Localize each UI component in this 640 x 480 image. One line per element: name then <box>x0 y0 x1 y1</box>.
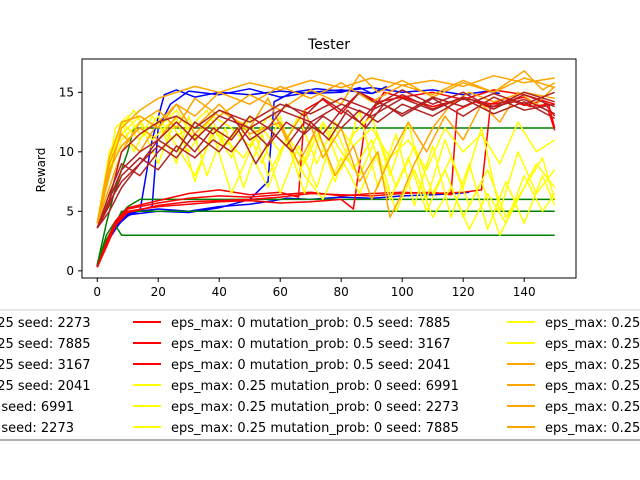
legend-label: eps_max: 0.25 mutation_prob: 0.25 seed: … <box>0 358 91 373</box>
series-line-17 <box>96 115 556 230</box>
y-axis: 0 5 10 15 <box>59 85 82 278</box>
x-tick-label: 80 <box>334 285 349 299</box>
y-tick-label: 0 <box>66 264 74 278</box>
series-line-16 <box>96 109 556 224</box>
series-line-4 <box>96 86 500 267</box>
series-line-18 <box>96 109 556 224</box>
legend-label: eps_max: 0 mutation_prob: 0.5 seed: 3167 <box>171 337 451 352</box>
legend-label: eps_max: 0.25 mutation_prob: 0 seed: 316… <box>545 316 640 331</box>
y-tick-label: 5 <box>66 204 74 218</box>
y-tick-label: 15 <box>59 85 74 99</box>
legend-label: eps_max: 0.25 mutation_prob: 0.5 seed: 3… <box>545 421 640 436</box>
y-axis-label: Reward <box>34 148 48 193</box>
legend-label: eps_max: 0.25 mutation_prob: 0.5 seed: 6… <box>545 358 640 373</box>
legend-label: eps_max: 0 mutation_prob: 0.5 seed: 2041 <box>171 358 451 373</box>
legend-box <box>0 309 640 441</box>
legend-label: eps_max: 0 mutation_prob: 0.5 seed: 7885 <box>171 316 451 331</box>
legend-label: eps_max: 0.25 mutation_prob: 0.25 seed: … <box>0 316 91 331</box>
series-line-27 <box>96 97 556 229</box>
legend-label: eps_max: 0.25 mutation_prob: 0.25 seed: … <box>0 337 91 352</box>
legend-label: eps_max: 0.25 mutation_prob: 0.25 seed: … <box>0 379 91 394</box>
series-layer <box>96 70 556 268</box>
plot-frame <box>81 58 577 279</box>
x-tick-label: 60 <box>273 285 288 299</box>
legend-label: eps_max: 0.5 mutation_prob: 0.5 seed: 22… <box>0 421 74 436</box>
series-line-19 <box>96 74 555 224</box>
series-line-28 <box>96 91 555 229</box>
legend-label: eps_max: 0.25 mutation_prob: 0 seed: 204… <box>545 337 640 352</box>
x-tick-label: 40 <box>212 285 227 299</box>
legend-label: eps_max: 0.25 mutation_prob: 0 seed: 227… <box>171 400 459 415</box>
legend-label: eps_max: 0.25 mutation_prob: 0.5 seed: 7… <box>545 400 640 415</box>
x-tick-label: 100 <box>391 285 414 299</box>
legend-label: eps_max: 0.5 mutation_prob: 0.5 seed: 69… <box>0 400 74 415</box>
legend: eps_max: 0.25 mutation_prob: 0.25 seed: … <box>0 309 640 441</box>
legend-label: eps_max: 0.25 mutation_prob: 0.5 seed: 2… <box>545 379 640 394</box>
y-tick-label: 10 <box>59 145 74 159</box>
x-tick-label: 0 <box>93 285 101 299</box>
legend-label: eps_max: 0.25 mutation_prob: 0 seed: 788… <box>171 421 459 436</box>
x-axis: 0 20 40 60 80 100 120 140 <box>93 278 536 299</box>
x-tick-label: 140 <box>513 285 536 299</box>
legend-label: eps_max: 0.25 mutation_prob: 0 seed: 699… <box>171 379 459 394</box>
x-tick-label: 120 <box>452 285 475 299</box>
x-tick-label: 20 <box>151 285 166 299</box>
series-line-29 <box>96 91 555 229</box>
chart-title: Tester <box>307 37 350 53</box>
series-line-23 <box>96 77 555 224</box>
